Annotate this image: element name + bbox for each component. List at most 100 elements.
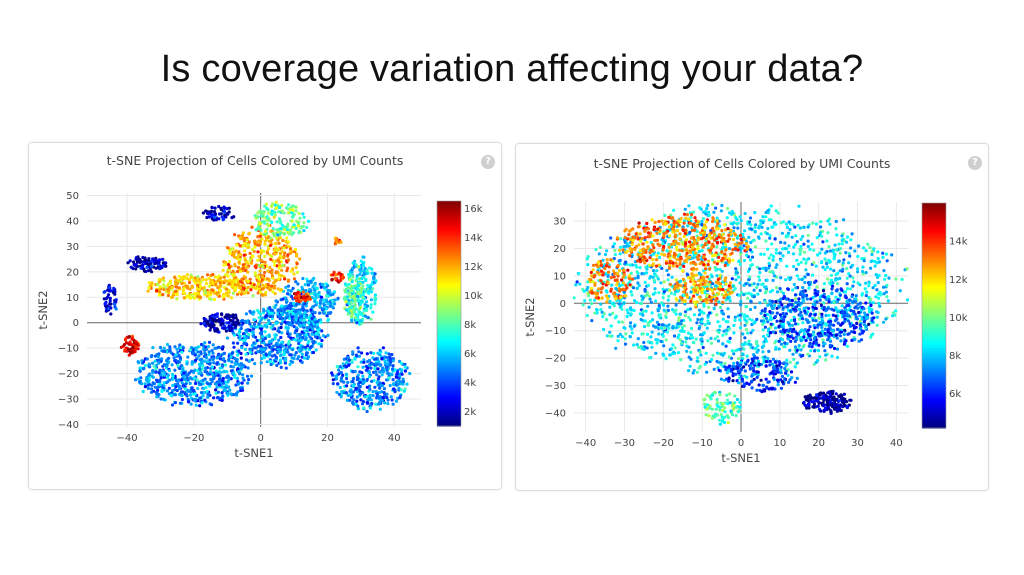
- data-point: [399, 388, 403, 392]
- y-tick-label: −20: [58, 369, 79, 380]
- data-point: [240, 346, 244, 350]
- data-point: [246, 285, 250, 289]
- data-point: [222, 205, 226, 209]
- data-point: [330, 371, 334, 375]
- chart-panel-right: t-SNE Projection of Cells Colored by UMI…: [515, 143, 989, 491]
- data-point: [373, 293, 377, 297]
- data-point: [371, 356, 375, 360]
- data-point: [224, 215, 228, 219]
- data-point: [112, 286, 116, 290]
- data-point: [298, 332, 302, 337]
- data-point: [731, 222, 735, 226]
- data-point: [295, 270, 299, 274]
- data-point: [190, 360, 195, 364]
- data-point: [365, 269, 369, 273]
- data-point: [104, 304, 108, 308]
- data-point: [657, 332, 661, 336]
- data-point: [881, 251, 885, 255]
- data-point: [875, 315, 879, 319]
- data-point: [296, 290, 300, 294]
- data-point: [247, 243, 251, 247]
- data-point: [165, 376, 169, 380]
- data-point: [284, 356, 288, 360]
- data-point: [835, 282, 839, 286]
- data-point: [665, 268, 669, 273]
- data-point: [296, 299, 300, 303]
- data-point: [213, 206, 217, 210]
- data-point: [608, 305, 612, 309]
- data-point: [355, 274, 359, 278]
- data-point: [716, 320, 720, 324]
- data-point: [223, 385, 227, 389]
- data-point: [258, 209, 262, 213]
- data-point: [268, 243, 273, 248]
- data-point: [747, 278, 751, 282]
- data-point: [224, 291, 228, 295]
- data-point: [385, 362, 389, 366]
- data-point: [147, 364, 152, 369]
- data-point: [157, 361, 161, 365]
- data-point: [297, 341, 301, 346]
- data-point: [254, 216, 258, 220]
- data-point: [879, 293, 883, 297]
- data-point: [688, 364, 692, 368]
- data-point: [848, 274, 852, 278]
- data-point: [351, 384, 355, 388]
- data-point: [884, 252, 888, 256]
- data-point: [291, 301, 296, 305]
- data-point: [291, 267, 295, 271]
- data-point: [158, 290, 162, 294]
- data-point: [298, 230, 303, 234]
- data-point: [279, 274, 284, 278]
- data-point: [207, 276, 211, 280]
- data-point: [315, 322, 320, 327]
- data-point: [287, 304, 291, 308]
- data-point: [351, 377, 356, 381]
- data-point: [581, 303, 585, 307]
- data-point: [802, 299, 806, 303]
- data-point: [196, 283, 200, 287]
- data-point: [268, 314, 272, 318]
- data-point: [812, 248, 816, 252]
- data-point: [336, 382, 340, 386]
- data-point: [238, 257, 242, 261]
- data-point: [318, 304, 322, 308]
- data-point: [218, 366, 222, 370]
- data-point: [764, 239, 768, 243]
- data-point: [229, 364, 233, 368]
- data-point: [156, 385, 160, 389]
- data-point: [227, 378, 231, 382]
- data-point: [821, 240, 825, 244]
- data-point: [203, 369, 207, 374]
- data-point: [391, 364, 395, 368]
- data-point: [692, 368, 696, 373]
- data-point: [247, 240, 251, 244]
- data-point: [361, 280, 365, 284]
- data-point: [328, 304, 332, 308]
- data-point: [793, 225, 797, 229]
- data-point: [286, 292, 290, 296]
- data-point: [241, 376, 245, 380]
- data-point: [258, 312, 262, 316]
- data-point: [774, 248, 778, 252]
- data-point: [365, 385, 369, 389]
- data-point: [225, 246, 230, 250]
- data-point: [717, 360, 721, 364]
- data-point: [369, 398, 373, 402]
- data-point: [330, 278, 334, 282]
- data-point: [309, 313, 313, 318]
- data-point: [399, 361, 403, 365]
- data-point: [282, 256, 286, 260]
- data-point: [258, 234, 263, 238]
- data-point: [143, 261, 147, 266]
- data-point: [291, 307, 295, 311]
- data-point: [326, 291, 330, 295]
- data-point: [660, 238, 664, 242]
- help-icon[interactable]: ?: [481, 155, 495, 169]
- grid: [87, 193, 421, 427]
- data-point: [299, 295, 304, 300]
- data-point: [760, 225, 764, 229]
- data-point: [356, 298, 360, 302]
- data-point: [806, 239, 810, 243]
- data-point: [614, 346, 618, 350]
